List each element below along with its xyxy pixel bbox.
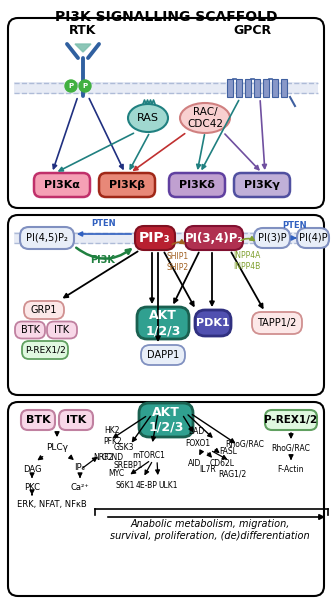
Text: PI3Kβ: PI3Kβ (109, 180, 145, 190)
FancyBboxPatch shape (8, 215, 324, 395)
Ellipse shape (128, 104, 168, 132)
Text: GRP1: GRP1 (31, 305, 57, 315)
FancyBboxPatch shape (22, 341, 68, 359)
Text: F-Actin: F-Actin (278, 464, 304, 474)
Text: MYC: MYC (108, 469, 124, 478)
FancyBboxPatch shape (15, 321, 45, 338)
Text: PTEN: PTEN (92, 219, 116, 228)
Text: ITK: ITK (66, 415, 86, 425)
Text: NRF2: NRF2 (93, 454, 113, 463)
FancyBboxPatch shape (137, 307, 189, 339)
Text: CCND: CCND (102, 454, 124, 463)
FancyBboxPatch shape (234, 173, 290, 197)
Text: P-REX1/2: P-REX1/2 (25, 345, 65, 355)
FancyBboxPatch shape (20, 227, 74, 249)
FancyBboxPatch shape (8, 402, 324, 596)
Bar (14, 232, 318, 244)
Text: PI(4)P: PI(4)P (299, 233, 327, 243)
FancyBboxPatch shape (141, 345, 185, 365)
Text: INPP4A
INPP4B: INPP4A INPP4B (233, 251, 261, 271)
FancyBboxPatch shape (47, 321, 77, 338)
FancyBboxPatch shape (99, 173, 155, 197)
Text: PTEN: PTEN (283, 220, 307, 230)
Text: PI3Kγ: PI3Kγ (244, 180, 280, 190)
Text: FASL: FASL (219, 448, 237, 457)
Ellipse shape (180, 103, 230, 133)
Text: ITK: ITK (54, 325, 70, 335)
Text: S6K1: S6K1 (115, 481, 135, 489)
Text: RTK: RTK (69, 24, 97, 36)
Text: SHIP1
SHIP2: SHIP1 SHIP2 (167, 252, 189, 272)
Text: SREBP1: SREBP1 (113, 461, 143, 471)
FancyBboxPatch shape (297, 228, 329, 248)
Bar (263, 79, 269, 97)
FancyBboxPatch shape (254, 228, 290, 248)
Bar (227, 79, 233, 97)
Text: RhoG/RAC: RhoG/RAC (225, 440, 264, 449)
Text: PI3Kα: PI3Kα (44, 180, 80, 190)
Bar (14, 82, 318, 94)
Text: PI(4,5)P₂: PI(4,5)P₂ (26, 233, 68, 243)
Text: PDK1: PDK1 (196, 318, 230, 328)
FancyBboxPatch shape (169, 173, 225, 197)
Text: PI(3)P: PI(3)P (258, 233, 286, 243)
Text: AID: AID (188, 458, 202, 467)
Text: Ca²⁺: Ca²⁺ (71, 483, 89, 492)
Text: ERK, NFAT, NFκB: ERK, NFAT, NFκB (17, 500, 87, 509)
Text: DAPP1: DAPP1 (147, 350, 179, 360)
FancyBboxPatch shape (24, 301, 64, 319)
FancyBboxPatch shape (139, 403, 193, 437)
Text: ULK1: ULK1 (158, 481, 178, 489)
Text: RAS: RAS (137, 113, 159, 123)
Text: AKT
1/2/3: AKT 1/2/3 (145, 309, 181, 337)
Text: CD62L: CD62L (209, 458, 234, 467)
FancyBboxPatch shape (59, 410, 93, 430)
Circle shape (79, 80, 91, 92)
Bar (254, 79, 260, 97)
Text: P: P (68, 83, 74, 89)
FancyBboxPatch shape (21, 410, 55, 430)
Text: HK2
PFK2: HK2 PFK2 (103, 426, 122, 446)
Text: PI3K SIGNALLING SCAFFOLD: PI3K SIGNALLING SCAFFOLD (55, 10, 277, 24)
Text: BAD: BAD (188, 428, 204, 437)
Text: P-REX1/2: P-REX1/2 (264, 415, 318, 425)
Text: AKT
1/2/3: AKT 1/2/3 (148, 406, 184, 434)
Text: GSK3: GSK3 (114, 443, 134, 452)
FancyBboxPatch shape (34, 173, 90, 197)
Bar (236, 79, 242, 97)
Text: PLCγ: PLCγ (46, 443, 68, 452)
Text: PI3K: PI3K (91, 255, 116, 265)
Text: FOXO1: FOXO1 (186, 440, 210, 449)
Text: TAPP1/2: TAPP1/2 (257, 318, 297, 328)
Bar (272, 79, 278, 97)
Text: 4E-BP: 4E-BP (136, 481, 158, 489)
Text: IP₃: IP₃ (75, 463, 85, 472)
Text: RAG1/2: RAG1/2 (218, 469, 246, 478)
Text: P: P (82, 83, 88, 89)
FancyBboxPatch shape (135, 226, 175, 250)
Text: BTK: BTK (21, 325, 40, 335)
Bar (281, 79, 287, 97)
Text: DAG: DAG (23, 464, 41, 474)
Text: RAC/
CDC42: RAC/ CDC42 (187, 107, 223, 129)
Text: RhoG/RAC: RhoG/RAC (272, 443, 310, 452)
FancyBboxPatch shape (252, 312, 302, 334)
Text: BTK: BTK (26, 415, 50, 425)
Polygon shape (75, 44, 91, 52)
Text: Anabolic metabolism, migration,
survival, proliferation, (de)differentiation: Anabolic metabolism, migration, survival… (110, 519, 310, 541)
FancyBboxPatch shape (8, 18, 324, 208)
Text: PI(3,4)P₂: PI(3,4)P₂ (185, 231, 243, 245)
FancyBboxPatch shape (185, 226, 243, 250)
Text: mTORC1: mTORC1 (132, 451, 165, 460)
FancyBboxPatch shape (265, 410, 317, 430)
Text: PKC: PKC (24, 483, 40, 492)
Circle shape (65, 80, 77, 92)
Text: PI3Kδ: PI3Kδ (179, 180, 215, 190)
FancyBboxPatch shape (195, 310, 231, 336)
Bar (245, 79, 251, 97)
Text: GPCR: GPCR (233, 24, 271, 36)
Text: PIP₃: PIP₃ (139, 231, 171, 245)
Text: IL7R: IL7R (200, 466, 216, 475)
